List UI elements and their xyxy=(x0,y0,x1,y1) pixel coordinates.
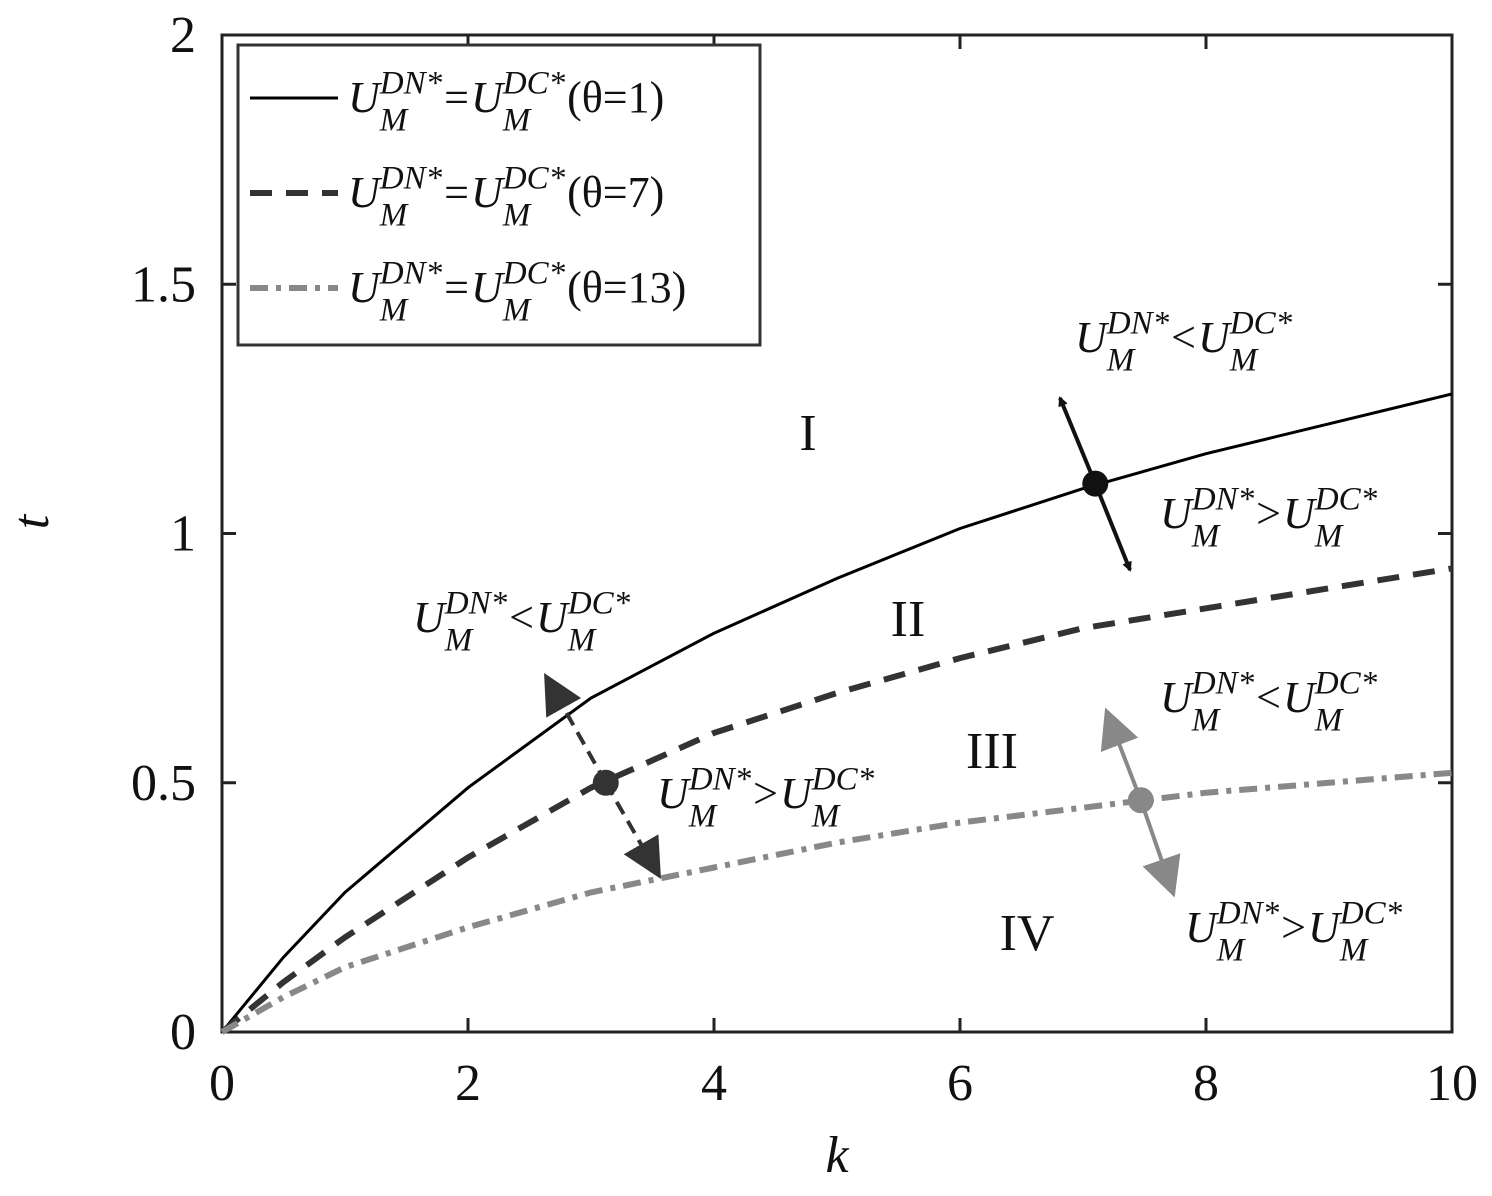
label-part: U xyxy=(1198,313,1233,362)
label-part: DN* xyxy=(1106,306,1170,342)
label-part: DC* xyxy=(502,66,566,102)
label-part: M xyxy=(1191,518,1221,554)
region-label: II xyxy=(891,591,926,648)
y-tick-label: 2 xyxy=(170,7,196,64)
x-tick-label: 0 xyxy=(209,1055,235,1112)
label-part: M xyxy=(502,197,532,233)
arrow xyxy=(1093,482,1132,572)
label-part: M xyxy=(567,622,597,658)
label-part: = xyxy=(444,168,469,217)
label-part: U xyxy=(348,168,383,217)
label-part: U xyxy=(1075,313,1110,362)
label-part: U xyxy=(1283,489,1318,538)
label-part: M xyxy=(1229,342,1259,378)
label-part: DN* xyxy=(688,762,752,798)
label-part: < xyxy=(1256,673,1281,722)
arrow xyxy=(544,673,608,784)
label-part: > xyxy=(753,769,778,818)
label-part: M xyxy=(379,197,409,233)
label-part: M xyxy=(811,798,841,834)
label-part: U xyxy=(536,593,571,642)
label-part: U xyxy=(471,263,506,312)
label-part: M xyxy=(1339,932,1369,968)
label-part: M xyxy=(688,798,718,834)
x-tick-label: 10 xyxy=(1426,1055,1478,1112)
region-label: IV xyxy=(1000,905,1055,962)
label-part: DC* xyxy=(1339,896,1403,932)
label-part: U xyxy=(657,769,692,818)
label-part: M xyxy=(1216,932,1246,968)
arrow xyxy=(1058,396,1098,485)
label-part: U xyxy=(348,73,383,122)
y-tick-label: 0 xyxy=(170,1004,196,1061)
label-part: U xyxy=(1283,673,1318,722)
label-part: (θ=7) xyxy=(567,168,664,217)
label-part: M xyxy=(1191,702,1221,738)
label-part: DC* xyxy=(567,586,631,622)
arrow xyxy=(1100,707,1143,801)
point-marker xyxy=(1127,787,1154,814)
label-part: DC* xyxy=(502,161,566,197)
label-part: M xyxy=(1314,518,1344,554)
y-tick-label: 0.5 xyxy=(131,755,196,812)
label-part: M xyxy=(444,622,474,658)
region-label: III xyxy=(966,723,1018,780)
label-part: DC* xyxy=(1229,306,1293,342)
x-axis-label: k xyxy=(825,1127,849,1184)
x-tick-label: 4 xyxy=(701,1055,727,1112)
label-part: > xyxy=(1256,489,1281,538)
arrow xyxy=(1138,799,1181,898)
y-tick-label: 1 xyxy=(170,506,196,563)
label-part: DN* xyxy=(1191,482,1255,518)
label-part: (θ=13) xyxy=(567,263,686,312)
label-part: M xyxy=(1314,702,1344,738)
point-marker xyxy=(1082,470,1109,497)
label-part: M xyxy=(379,102,409,138)
label-part: M xyxy=(502,102,532,138)
x-tick-label: 8 xyxy=(1193,1055,1219,1112)
label-part: DC* xyxy=(502,256,566,292)
label-part: < xyxy=(1171,313,1196,362)
label-part: = xyxy=(444,73,469,122)
label-part: = xyxy=(444,263,469,312)
y-axis-label: t xyxy=(3,513,60,529)
label-part: > xyxy=(1281,903,1306,952)
arrow xyxy=(604,781,661,879)
label-part: U xyxy=(780,769,815,818)
label-part: DC* xyxy=(1314,666,1378,702)
label-part: M xyxy=(1106,342,1136,378)
region-label: I xyxy=(799,405,816,462)
label-part: U xyxy=(1160,489,1195,538)
label-part: U xyxy=(348,263,383,312)
y-tick-label: 1.5 xyxy=(131,256,196,313)
label-part: DN* xyxy=(379,66,443,102)
label-part: U xyxy=(471,73,506,122)
label-part: M xyxy=(502,292,532,328)
label-part: U xyxy=(1160,673,1195,722)
series-line xyxy=(220,769,1453,1035)
x-tick-label: 2 xyxy=(455,1055,481,1112)
label-part: DC* xyxy=(811,762,875,798)
label-part: M xyxy=(379,292,409,328)
label-part: DN* xyxy=(1216,896,1280,932)
label-part: U xyxy=(471,168,506,217)
label-part: DN* xyxy=(1191,666,1255,702)
label-part: U xyxy=(1308,903,1343,952)
x-tick-label: 6 xyxy=(947,1055,973,1112)
label-part: < xyxy=(509,593,534,642)
label-part: (θ=1) xyxy=(567,73,664,122)
point-marker xyxy=(592,769,619,796)
series-line xyxy=(220,392,1453,1033)
label-part: DC* xyxy=(1314,482,1378,518)
label-part: U xyxy=(1185,903,1220,952)
label-part: DN* xyxy=(444,586,508,622)
label-part: DN* xyxy=(379,256,443,292)
label-part: U xyxy=(413,593,448,642)
label-part: DN* xyxy=(379,161,443,197)
